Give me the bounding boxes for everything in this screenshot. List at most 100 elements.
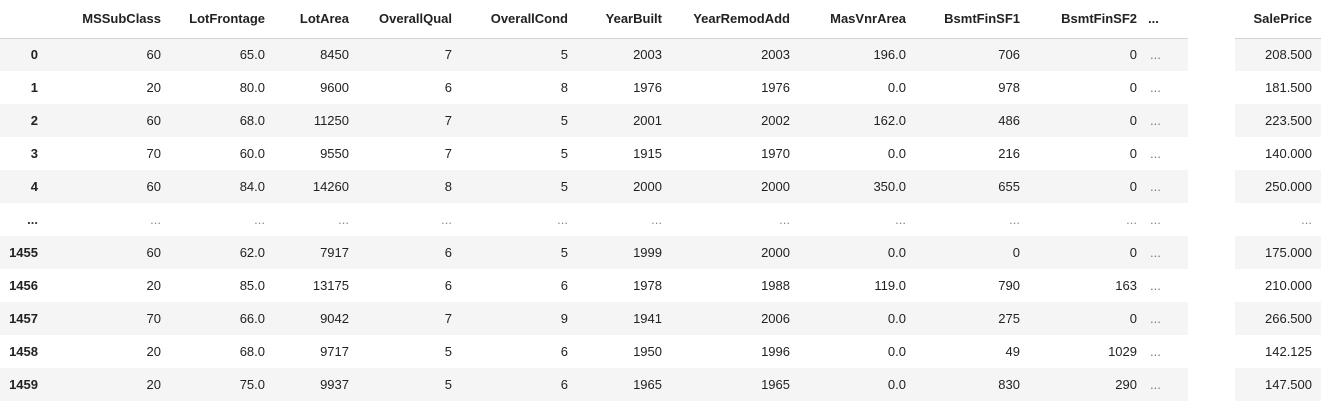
row-index: 1457 [9,311,38,326]
table-cell-bsmtfinsf1: 655 [998,179,1020,194]
table-row: 3 70 60.0 9550 7 5 1915 1970 0.0 216 0... [0,137,1188,170]
truncated-columns-ellipsis: ... [1150,245,1161,260]
table-row: 4 60 84.0 14260 8 5 2000 2000 350.0 655 0... [0,170,1188,203]
table-cell-mssubclass: ... [150,212,161,227]
table-row: 1457 70 66.0 9042 7 9 1941 2006 0.0 275 0... [0,302,1188,335]
table-row: 1458 20 68.0 9717 5 6 1950 1996 0.0 49 1029... [0,335,1188,368]
table-cell-bsmtfinsf2: 0 [1129,146,1137,161]
table-cell-yearbuilt: 1950 [633,344,662,359]
table-cell-bsmtfinsf1: 830 [998,377,1020,392]
truncated-columns-ellipsis: ... [1150,278,1161,293]
table-cell-mssubclass: 20 [146,344,161,359]
table-cell-overallcond: ... [557,212,568,227]
table-cell-masvnrarea: 0.0 [887,344,906,359]
table-cell-overallqual: 7 [444,146,452,161]
table-cell-saleprice: 140.000 [1265,146,1312,161]
row-index: 1 [30,80,38,95]
table-cell-masvnrarea: 196.0 [873,47,906,63]
table-cell-yearremodadd: 2003 [761,47,790,63]
table-cell-lotfrontage: 66.0 [239,311,265,326]
table-cell-overallcond: 5 [560,146,568,161]
table-cell-masvnrarea: 0.0 [887,245,906,260]
saleprice-row: 266.500 [1235,302,1321,335]
column-header-lotfrontage: LotFrontage [168,0,272,39]
table-cell-lotfrontage: 85.0 [239,278,265,293]
table-cell-mssubclass: 60 [146,113,161,128]
table-cell-saleprice: 181.500 [1265,80,1312,95]
table-cell-yearbuilt: 2001 [633,113,662,128]
table-cell-yearremodadd: 1988 [761,278,790,293]
table-cell-bsmtfinsf1: 486 [998,113,1020,128]
saleprice-row: 181.500 [1235,71,1321,104]
table-cell-overallqual: ... [441,212,452,227]
table-cell-mssubclass: 20 [146,80,161,95]
truncated-columns-ellipsis: ... [1150,311,1161,326]
table-cell-overallcond: 8 [560,80,568,95]
table-cell-saleprice: 210.000 [1265,278,1312,293]
table-cell-bsmtfinsf2: 0 [1129,245,1137,260]
table-cell-overallcond: 5 [560,113,568,128]
table-cell-saleprice: 250.000 [1265,179,1312,194]
truncated-columns-ellipsis: ... [1150,179,1161,194]
saleprice-row: ... [1235,203,1321,236]
table-cell-lotarea: 9550 [320,146,349,161]
table-cell-mssubclass: 70 [146,146,161,161]
table-cell-overallcond: 5 [560,47,568,63]
table-cell-lotarea: 8450 [320,47,349,63]
table-cell-yearremodadd: 2000 [761,179,790,194]
table-cell-bsmtfinsf1: 275 [998,311,1020,326]
table-cell-bsmtfinsf1: 49 [1005,344,1020,359]
table-cell-lotarea: 11250 [313,113,349,128]
column-header-masvnrarea: MasVnrArea [797,0,913,39]
table-cell-bsmtfinsf1: 790 [998,278,1020,293]
saleprice-header-row: SalePrice [1235,0,1321,39]
table-row: 2 60 68.0 11250 7 5 2001 2002 162.0 486 0... [0,104,1188,137]
table-cell-saleprice: 223.500 [1265,113,1312,128]
table-cell-overallqual: 6 [444,80,452,95]
truncated-columns-ellipsis: ... [1150,212,1161,227]
table-cell-lotarea: 14260 [312,179,349,194]
table-cell-overallqual: 7 [444,47,452,63]
table-cell-yearremodadd: 1996 [761,344,790,359]
table-row: 1456 20 85.0 13175 6 6 1978 1988 119.0 790 163... [0,269,1188,302]
dataframe-table: MSSubClass LotFrontage LotArea OverallQual O… [0,0,1188,392]
saleprice-row: 208.500 [1235,38,1321,71]
row-index: 4 [30,179,38,194]
row-index: 1459 [9,377,38,392]
table-cell-lotfrontage: 65.0 [239,47,265,63]
table-cell-overallcond: 6 [560,377,568,392]
table-cell-yearbuilt: ... [651,212,662,227]
table-cell-saleprice: 147.500 [1265,377,1312,392]
table-cell-lotfrontage: 68.0 [239,113,265,128]
table-cell-overallqual: 5 [444,344,452,359]
table-cell-overallqual: 7 [444,113,452,128]
column-gap [1188,0,1235,401]
table-cell-masvnrarea: 0.0 [887,146,906,161]
table-cell-yearremodadd: ... [779,212,790,227]
table-cell-mssubclass: 60 [146,47,161,63]
row-index: 0 [30,47,38,63]
table-cell-yearbuilt: 1976 [633,80,662,95]
table-cell-mssubclass: 20 [146,377,161,392]
table-cell-overallqual: 7 [444,311,452,326]
row-index: 3 [30,146,38,161]
table-cell-overallcond: 6 [560,344,568,359]
table-cell-lotarea: 9937 [320,377,349,392]
table-cell-bsmtfinsf2: 0 [1129,113,1137,128]
saleprice-row: 147.500 [1235,368,1321,401]
table-cell-yearbuilt: 2000 [633,179,662,194]
table-cell-bsmtfinsf2: 0 [1129,179,1137,194]
table-cell-saleprice: ... [1301,212,1312,227]
table-cell-bsmtfinsf1: 978 [998,80,1020,95]
table-cell-overallqual: 8 [444,179,452,194]
table-row: 1 20 80.0 9600 6 8 1976 1976 0.0 978 0... [0,71,1188,104]
column-header-ellipsis: ... [1144,0,1188,39]
table-cell-bsmtfinsf1: 216 [998,146,1020,161]
saleprice-row: 142.125 [1235,335,1321,368]
table-cell-yearremodadd: 1976 [761,80,790,95]
table-cell-masvnrarea: 162.0 [873,113,906,128]
table-cell-saleprice: 175.000 [1265,245,1312,260]
table-cell-masvnrarea: ... [895,212,906,227]
table-cell-yearbuilt: 2003 [633,47,662,63]
column-header-mssubclass: MSSubClass [52,0,168,39]
